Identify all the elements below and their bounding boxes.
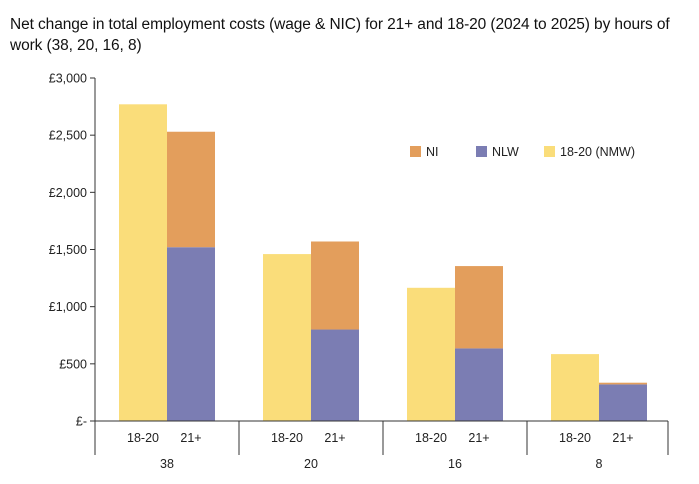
bars-layer	[119, 104, 647, 422]
y-tick-label-1: £500	[59, 357, 87, 371]
bar-16-21+-ni	[455, 266, 503, 349]
x-sub-label-16-18-20: 18-20	[415, 431, 447, 445]
x-sub-label-38-21+: 21+	[180, 431, 201, 445]
bar-8-21+-ni	[599, 382, 647, 385]
y-tick-label-3: £1,500	[49, 243, 87, 257]
legend-label-18-20-nmw-: 18-20 (NMW)	[560, 145, 635, 159]
bar-8-18-20-18-20-nmw-	[551, 354, 599, 421]
legend-swatch-18-20-nmw-	[544, 146, 555, 157]
bar-38-21+-ni	[167, 131, 215, 248]
x-sub-label-20-18-20: 18-20	[271, 431, 303, 445]
legend-swatch-ni	[410, 146, 421, 157]
x-sub-label-20-21+: 21+	[324, 431, 345, 445]
x-sub-label-8-21+: 21+	[612, 431, 633, 445]
y-tick-label-2: £1,000	[49, 300, 87, 314]
x-sub-label-38-18-20: 18-20	[127, 431, 159, 445]
x-group-label-20: 20	[304, 457, 318, 471]
bar-8-21+-nlw	[599, 384, 647, 421]
legend-swatch-nlw	[476, 146, 487, 157]
y-tick-label-0: £-	[76, 415, 87, 429]
bar-20-18-20-18-20-nmw-	[263, 254, 311, 421]
bar-16-21+-nlw	[455, 348, 503, 421]
y-tick-label-5: £2,500	[49, 129, 87, 143]
x-sub-label-16-21+: 21+	[468, 431, 489, 445]
x-group-label-8: 8	[596, 457, 603, 471]
x-sub-label-8-18-20: 18-20	[559, 431, 591, 445]
y-tick-label-6: £3,000	[49, 72, 87, 86]
x-group-label-16: 16	[448, 457, 462, 471]
bar-38-18-20-18-20-nmw-	[119, 104, 167, 422]
legend-label-nlw: NLW	[492, 145, 519, 159]
bar-38-21+-nlw	[167, 247, 215, 421]
bar-20-21+-ni	[311, 241, 359, 330]
y-tick-label-4: £2,000	[49, 186, 87, 200]
legend: NI NLW 18-20 (NMW)	[410, 145, 635, 159]
chart-title: Net change in total employment costs (wa…	[10, 16, 670, 54]
x-group-label-38: 38	[160, 457, 174, 471]
legend-label-ni: NI	[426, 145, 439, 159]
bar-20-21+-nlw	[311, 329, 359, 421]
bar-16-18-20-18-20-nmw-	[407, 287, 455, 421]
